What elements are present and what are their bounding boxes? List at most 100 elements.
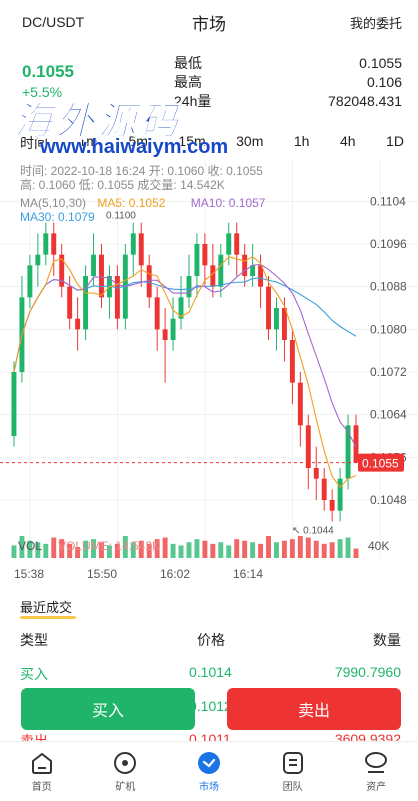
volume-bar	[226, 545, 232, 558]
candle	[242, 254, 248, 276]
tab-4h[interactable]: 4h	[339, 133, 356, 149]
ma5-value: MA5: 0.1052	[97, 196, 166, 210]
volume-bar	[345, 537, 351, 558]
volume-bar	[202, 540, 208, 558]
volume-bar	[170, 543, 176, 558]
candle	[274, 308, 279, 330]
y-tick-label: 0.1072	[370, 365, 407, 379]
volume-bar	[274, 542, 279, 558]
sell-button[interactable]: 卖出	[227, 688, 401, 730]
volume-bar	[35, 542, 41, 558]
x-tick-label: 15:38	[14, 567, 44, 581]
header: DC/USDT 市场 我的委托	[0, 0, 418, 44]
volume-bar	[146, 543, 152, 558]
x-tick-label: 15:50	[87, 567, 117, 581]
ma-legend: MA(5,10,30) MA5: 0.1052 MA10: 0.1057 MA3…	[20, 196, 273, 224]
candle	[59, 254, 65, 287]
volume-bar	[353, 548, 359, 558]
tab-1m[interactable]: 1m	[78, 133, 98, 149]
volume-bar	[297, 536, 303, 558]
volume-bar	[242, 540, 248, 558]
volume-bar	[178, 545, 184, 558]
tab-5m[interactable]: 5m	[128, 133, 148, 149]
ma30-value: MA30: 0.1079	[20, 210, 95, 224]
watermark: 海外源码 www.haiwaiym.com	[13, 90, 314, 160]
candle	[114, 276, 120, 319]
kline-chart[interactable]: 0.1104 0.1096 0.1088 0.1080 0.1072 0.1064 0.10…	[0, 160, 418, 590]
volume-label: VOL	[18, 539, 42, 553]
y-tick-label: 0.1096	[370, 237, 407, 251]
candle	[266, 286, 271, 330]
ma5-line	[13, 256, 357, 489]
candle	[258, 265, 264, 287]
pair-selector[interactable]: DC/USDT	[22, 14, 85, 30]
candle	[345, 425, 351, 479]
candle	[83, 276, 89, 330]
volume-bar	[210, 543, 216, 558]
assets-icon	[365, 752, 388, 773]
candle	[146, 265, 152, 298]
candle	[321, 478, 327, 500]
candle	[178, 297, 184, 319]
nav-team[interactable]: 团队	[263, 750, 323, 793]
volume-bar	[114, 543, 120, 558]
recent-trades-title[interactable]: 最近成交	[20, 600, 73, 615]
trade-price: 0.1014	[189, 664, 232, 680]
candle	[186, 276, 192, 298]
stat-value: 0.1055	[359, 55, 402, 71]
y-tick-label: 0.1104	[370, 194, 406, 208]
candle	[226, 233, 232, 255]
nav-miner[interactable]: 矿机	[95, 750, 155, 793]
x-tick-label: 16:14	[233, 567, 263, 581]
candle	[313, 468, 319, 479]
y-tick-label: 0.1048	[370, 493, 407, 507]
nav-market[interactable]: 市场	[179, 750, 239, 793]
volume-bar	[162, 537, 168, 558]
current-price-badge	[358, 453, 404, 472]
stat-value: 0.106	[366, 74, 402, 90]
team-icon	[282, 752, 303, 774]
my-orders-link[interactable]: 我的委托	[349, 15, 402, 31]
volume-bar	[305, 537, 311, 558]
nav-assets[interactable]: 资产	[346, 750, 406, 793]
volume-bar	[27, 540, 33, 558]
trade-table-header: 类型 价格 数量	[0, 630, 418, 650]
x-tick-label: 16:02	[160, 567, 190, 581]
ma10-value: MA10: 0.1057	[190, 196, 266, 210]
volume-axis-label: 40K	[368, 539, 389, 553]
tab-1d[interactable]: 1D	[386, 133, 404, 149]
tab-30m[interactable]: 30m	[236, 133, 264, 149]
tab-time[interactable]: 时间	[20, 135, 48, 151]
candle	[11, 372, 17, 436]
volume-bar	[313, 540, 319, 558]
stat-label: 最高	[174, 74, 202, 90]
bottom-nav: 首页 矿机 市场 团队 资产	[0, 741, 418, 801]
candle	[43, 233, 49, 255]
candle	[91, 254, 96, 276]
trade-qty: 7990.7960	[334, 664, 401, 680]
ma-params: MA(5,10,30)	[20, 196, 87, 210]
candle	[202, 244, 208, 266]
tab-15m[interactable]: 15m	[178, 133, 206, 149]
volume-bar	[250, 542, 256, 558]
chart-info-line2: 高: 0.1060 低: 0.1055 成交量: 14.542K	[20, 178, 225, 192]
candle	[250, 265, 256, 276]
candle	[218, 254, 224, 287]
high-marker: 0.1100	[106, 211, 136, 222]
y-tick-label: 0.1064	[370, 408, 407, 422]
candle	[162, 329, 168, 340]
ticker-panel: 0.1055 +5.5% 最低 0.1055 最高 0.106 24h量 782…	[0, 50, 418, 130]
tab-1h[interactable]: 1h	[293, 133, 310, 149]
volume-bar	[266, 536, 271, 558]
candle	[194, 244, 200, 276]
stat-volume: 24h量 782048.431	[174, 92, 402, 111]
volume-bar	[321, 543, 327, 558]
volume-bar	[281, 540, 287, 558]
volume-bar	[11, 545, 17, 558]
candle	[289, 340, 295, 383]
buy-button[interactable]: 买入	[21, 688, 195, 730]
chart-info-line1: 时间: 2022-10-18 16:24 开: 0.1060 收: 0.1055	[20, 164, 263, 178]
col-qty: 数量	[373, 632, 401, 648]
nav-home[interactable]: 首页	[12, 750, 72, 793]
stat-value: 782048.431	[328, 93, 402, 109]
